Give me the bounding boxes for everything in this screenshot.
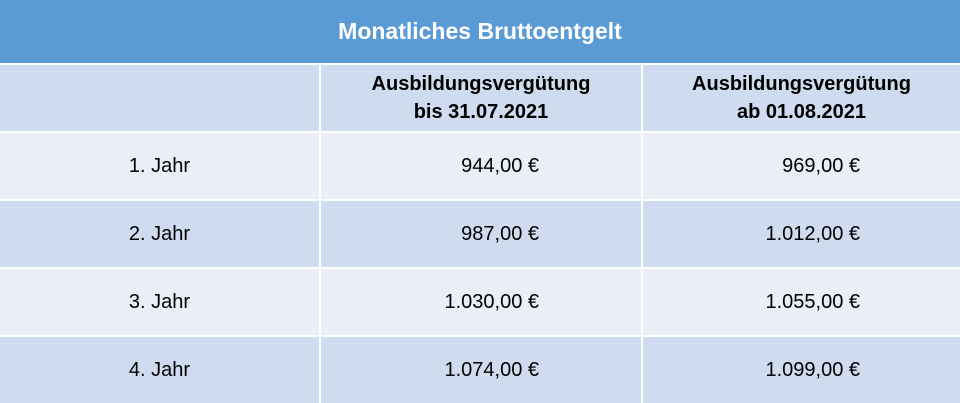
header-cell: Ausbildungsvergütung ab 01.08.2021 bbox=[643, 65, 960, 131]
row-label: 1. Jahr bbox=[0, 133, 319, 199]
header-empty-cell bbox=[0, 65, 319, 131]
amount-cell: 1.012,00 € bbox=[643, 201, 960, 267]
amount-cell: 944,00 € bbox=[321, 133, 641, 199]
header-line: Ausbildungsvergütung bbox=[692, 73, 911, 95]
amount-cell: 1.074,00 € bbox=[321, 337, 641, 403]
amount-cell: 969,00 € bbox=[643, 133, 960, 199]
row-label: 3. Jahr bbox=[0, 269, 319, 335]
amount-cell: 1.055,00 € bbox=[643, 269, 960, 335]
row-label: 2. Jahr bbox=[0, 201, 319, 267]
amount-cell: 1.099,00 € bbox=[643, 337, 960, 403]
amount-cell: 987,00 € bbox=[321, 201, 641, 267]
amount-cell: 1.030,00 € bbox=[321, 269, 641, 335]
header-line: Ausbildungsvergütung bbox=[371, 73, 591, 95]
header-cell: Ausbildungsvergütung bis 31.07.2021 bbox=[321, 65, 641, 131]
header-line: ab 01.08.2021 bbox=[737, 101, 866, 123]
row-label: 4. Jahr bbox=[0, 337, 319, 403]
header-line: bis 31.07.2021 bbox=[413, 101, 549, 123]
table-title: Monatliches Bruttoentgelt bbox=[0, 0, 960, 63]
